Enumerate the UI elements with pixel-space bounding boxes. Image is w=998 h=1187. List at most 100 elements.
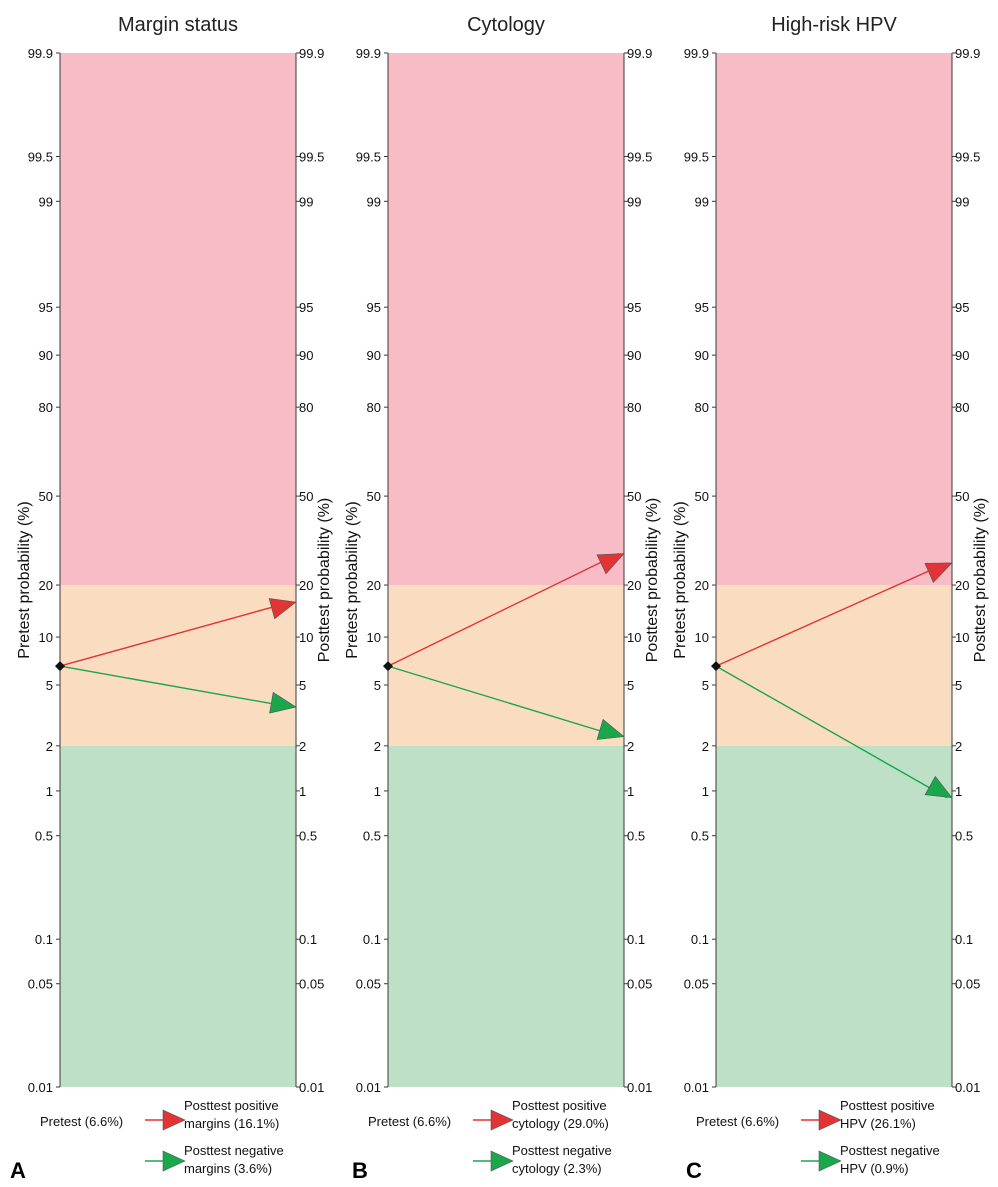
negative-posttest-arrowhead xyxy=(269,691,297,714)
right-tick-label: 0.01 xyxy=(955,1080,980,1095)
left-tick-label: 1 xyxy=(374,784,381,799)
left-tick-label: 90 xyxy=(367,348,381,363)
right-tick-label: 10 xyxy=(627,630,641,645)
right-tick-label: 10 xyxy=(955,630,969,645)
pretest-marker xyxy=(711,661,721,672)
right-tick-label: 80 xyxy=(955,400,969,415)
left-tick-label: 5 xyxy=(702,678,709,693)
left-tick-label: 10 xyxy=(39,630,53,645)
right-tick-label: 95 xyxy=(627,300,641,315)
left-tick-label: 80 xyxy=(695,400,709,415)
legend-positive-arrow-head xyxy=(162,1109,186,1131)
negative-posttest-line xyxy=(59,665,292,708)
left-tick-label: 95 xyxy=(39,300,53,315)
left-tick-label: 0.05 xyxy=(28,977,53,992)
left-tick-label: 1 xyxy=(46,784,53,799)
right-tick-label: 0.5 xyxy=(955,829,973,844)
left-tick-label: 0.1 xyxy=(363,932,381,947)
positive-posttest-arrowhead xyxy=(924,562,953,584)
left-tick-label: 99.9 xyxy=(356,46,381,61)
probability-zone-1 xyxy=(716,585,952,746)
legend-negative-arrow-head xyxy=(490,1150,514,1172)
legend-pretest-label: Pretest (6.6%) xyxy=(368,1114,451,1129)
left-tick-label: 5 xyxy=(374,678,381,693)
negative-posttest-line xyxy=(715,665,948,799)
legend-positive-arrow-head xyxy=(818,1109,842,1131)
legend-negative-arrow-head xyxy=(818,1150,842,1172)
right-axis-title: Posttest probability (%) xyxy=(972,498,989,663)
probability-zone-2 xyxy=(716,745,952,1087)
right-tick-label: 99 xyxy=(955,194,969,209)
right-tick-label: 20 xyxy=(299,578,313,593)
right-tick-label: 1 xyxy=(299,784,306,799)
right-tick-label: 0.5 xyxy=(627,829,645,844)
right-tick-label: 2 xyxy=(299,739,306,754)
left-axis-title: Pretest probability (%) xyxy=(344,501,361,658)
left-tick-label: 99.9 xyxy=(28,46,53,61)
left-tick-label: 0.5 xyxy=(35,829,53,844)
legend-positive-arrow-head xyxy=(490,1109,514,1131)
right-tick-label: 0.1 xyxy=(627,932,645,947)
positive-posttest-line xyxy=(715,562,948,667)
left-tick-label: 0.01 xyxy=(684,1080,709,1095)
legend-negative-label: HPV (0.9%) xyxy=(840,1161,909,1176)
left-tick-label: 2 xyxy=(46,739,53,754)
left-tick-label: 2 xyxy=(702,739,709,754)
right-tick-label: 50 xyxy=(627,489,641,504)
left-tick-label: 99.9 xyxy=(684,46,709,61)
left-tick-label: 99.5 xyxy=(356,150,381,165)
left-tick-label: 1 xyxy=(702,784,709,799)
left-tick-label: 90 xyxy=(39,348,53,363)
legend-positive-label: Posttest positive xyxy=(184,1098,279,1113)
left-tick-label: 10 xyxy=(367,630,381,645)
left-tick-label: 2 xyxy=(374,739,381,754)
legend-positive-label: HPV (26.1%) xyxy=(840,1116,916,1131)
legend-negative-label: Posttest negative xyxy=(512,1143,612,1158)
right-tick-label: 0.05 xyxy=(627,977,652,992)
right-tick-label: 99.5 xyxy=(955,150,980,165)
left-tick-label: 99.5 xyxy=(684,150,709,165)
panel-letter: B xyxy=(352,1158,368,1183)
negative-posttest-arrowhead xyxy=(596,718,625,740)
pretest-marker xyxy=(55,661,65,672)
positive-posttest-arrowhead xyxy=(268,598,297,620)
left-tick-label: 50 xyxy=(367,489,381,504)
right-tick-label: 20 xyxy=(955,578,969,593)
left-tick-label: 50 xyxy=(695,489,709,504)
left-tick-label: 80 xyxy=(39,400,53,415)
right-axis-title: Posttest probability (%) xyxy=(644,498,661,663)
right-tick-label: 1 xyxy=(627,784,634,799)
legend-negative-label: Posttest negative xyxy=(840,1143,940,1158)
left-tick-label: 95 xyxy=(367,300,381,315)
left-tick-label: 0.01 xyxy=(28,1080,53,1095)
right-tick-label: 99.9 xyxy=(955,46,980,61)
left-tick-label: 0.5 xyxy=(691,829,709,844)
negative-posttest-arrowhead xyxy=(924,775,953,799)
legend-positive-label: Posttest positive xyxy=(512,1098,607,1113)
legend-positive-label: Posttest positive xyxy=(840,1098,935,1113)
right-tick-label: 0.1 xyxy=(299,932,317,947)
right-tick-label: 50 xyxy=(299,489,313,504)
probability-zone-2 xyxy=(388,745,624,1087)
right-tick-label: 95 xyxy=(299,300,313,315)
right-tick-label: 99.9 xyxy=(299,46,324,61)
right-tick-label: 2 xyxy=(955,739,962,754)
legend-pretest-label: Pretest (6.6%) xyxy=(40,1114,123,1129)
right-tick-label: 80 xyxy=(627,400,641,415)
left-tick-label: 20 xyxy=(695,578,709,593)
panel-letter: A xyxy=(10,1158,26,1183)
right-tick-label: 99 xyxy=(299,194,313,209)
left-tick-label: 0.05 xyxy=(684,977,709,992)
right-tick-label: 99 xyxy=(627,194,641,209)
left-tick-label: 20 xyxy=(39,578,53,593)
probability-zone-0 xyxy=(716,53,952,586)
left-tick-label: 0.01 xyxy=(356,1080,381,1095)
legend: Pretest (6.6%) Posttest positive HPV (26.1… xyxy=(696,1098,940,1176)
left-tick-label: 99 xyxy=(367,194,381,209)
legend-positive-label: cytology (29.0%) xyxy=(512,1116,609,1131)
probability-zone-1 xyxy=(60,585,296,746)
right-tick-label: 90 xyxy=(627,348,641,363)
right-tick-label: 0.5 xyxy=(299,829,317,844)
positive-posttest-line xyxy=(387,552,620,667)
